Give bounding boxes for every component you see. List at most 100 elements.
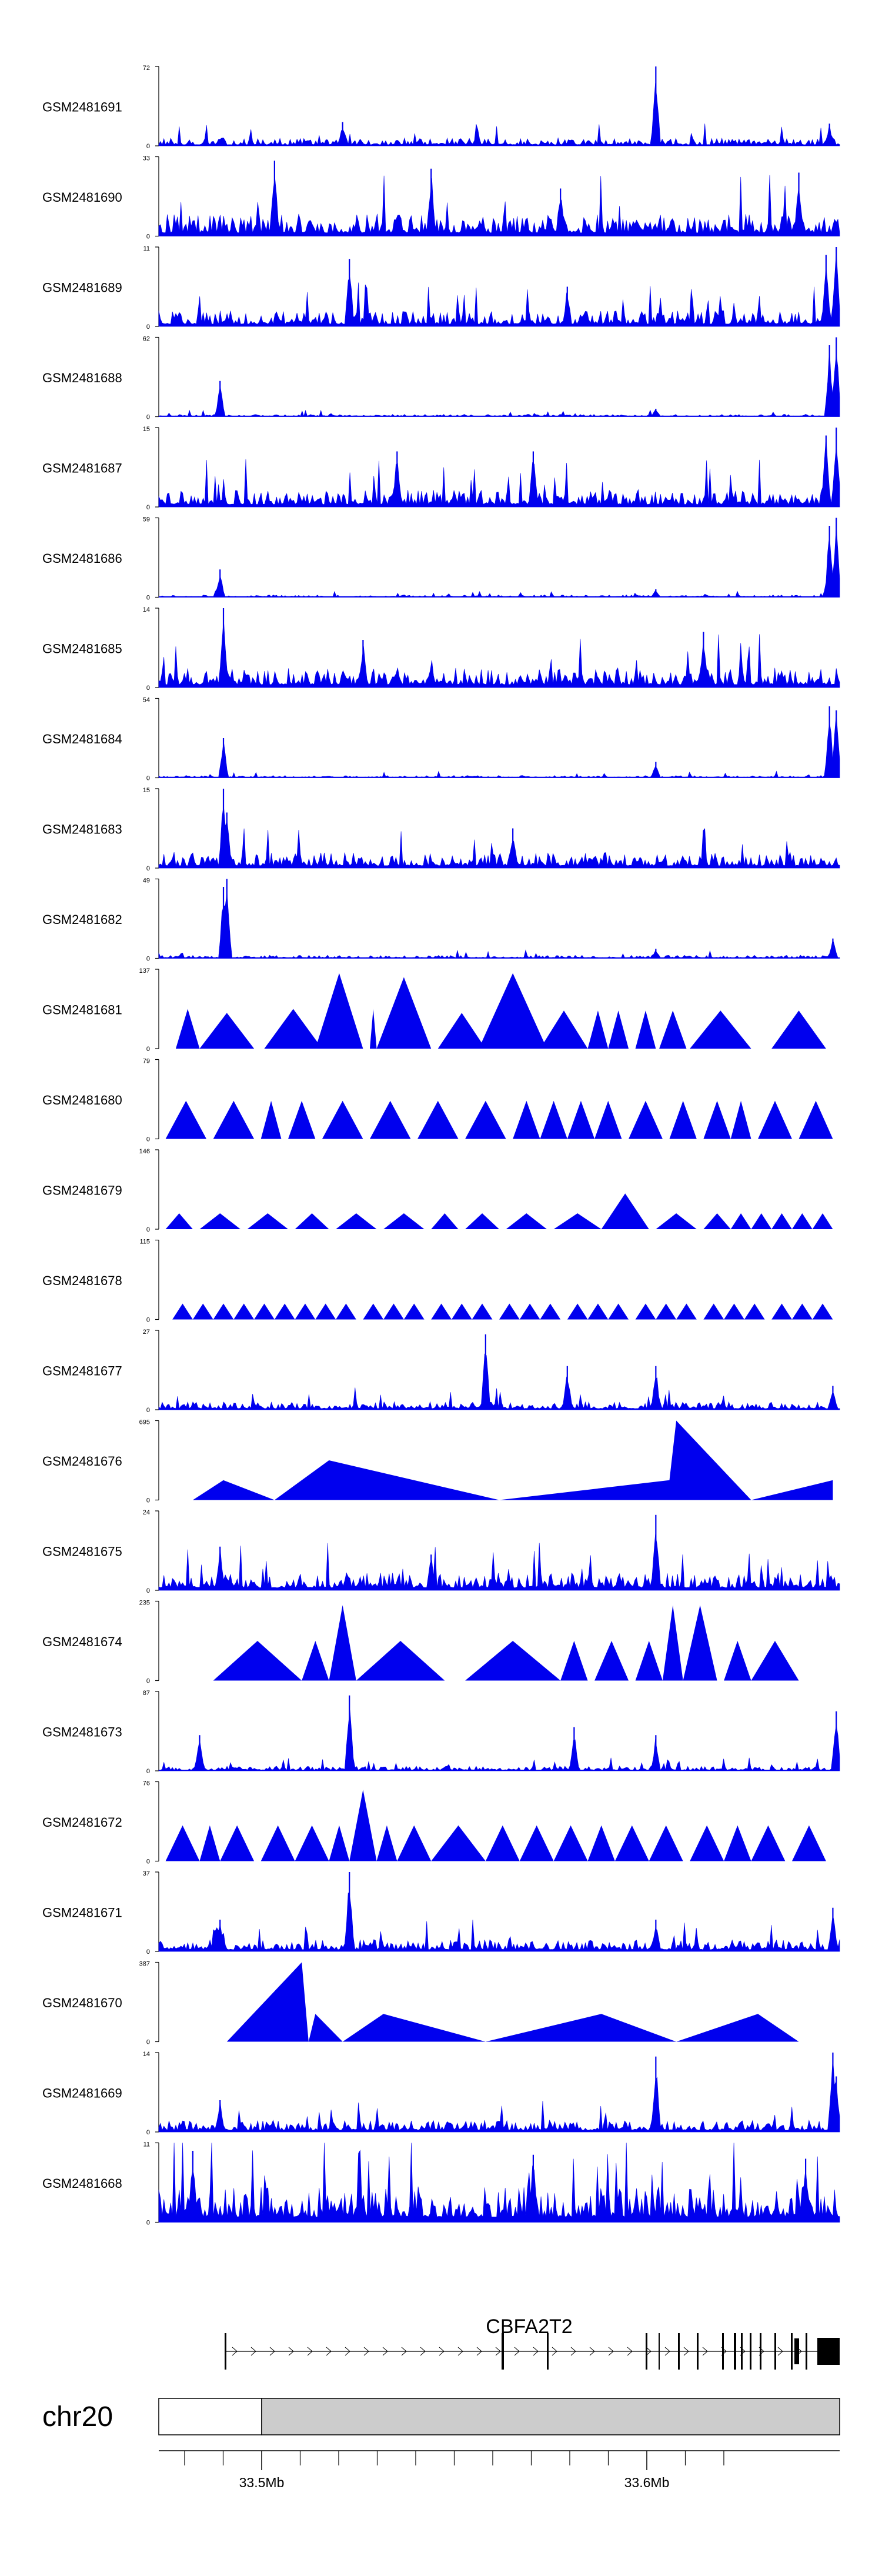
signal-triangle xyxy=(594,1641,629,1681)
strand-arrow xyxy=(777,2347,783,2356)
y-axis-max-label: 11 xyxy=(143,2141,150,2148)
signal-triangle xyxy=(376,977,432,1049)
signal-triangle xyxy=(417,1100,459,1139)
signal-triangle xyxy=(540,1100,567,1139)
signal-triangle xyxy=(791,1825,826,1861)
exon xyxy=(741,2333,743,2370)
y-axis-max-label: 14 xyxy=(143,2051,150,2058)
signal-triangle xyxy=(519,1303,540,1320)
signal-triangle xyxy=(635,1641,663,1681)
y-axis-min-label: 0 xyxy=(146,595,150,602)
gene-label: CBFA2T2 xyxy=(486,2315,572,2338)
strand-arrow xyxy=(457,2347,463,2356)
signal-triangle xyxy=(369,1100,411,1139)
signal-triangle xyxy=(363,1303,384,1320)
signal-triangle xyxy=(397,1825,432,1861)
signal-area xyxy=(158,2143,840,2223)
signal-triangle xyxy=(751,1641,799,1681)
track: GSM2481670 387 0 xyxy=(42,1961,799,2046)
signal-triangle xyxy=(594,1100,622,1139)
signal-area xyxy=(158,1892,840,1952)
exon xyxy=(547,2333,549,2370)
y-axis-min-label: 0 xyxy=(146,2220,150,2227)
y-axis-min-label: 0 xyxy=(146,323,150,331)
signal-triangle xyxy=(465,1213,499,1229)
signal-area xyxy=(226,1962,799,2042)
signal-triangle xyxy=(659,1010,687,1049)
y-axis-min-label: 0 xyxy=(146,956,150,963)
strand-arrow xyxy=(269,2347,275,2356)
y-axis-max-label: 137 xyxy=(139,967,150,975)
signal-triangle xyxy=(349,1790,377,1861)
signal-triangle xyxy=(295,1825,329,1861)
signal-triangle xyxy=(465,1100,506,1139)
strand-arrow xyxy=(495,2347,501,2356)
signal-triangle xyxy=(587,1010,609,1049)
signal-triangle xyxy=(608,1303,629,1320)
exon xyxy=(734,2333,736,2370)
signal-area xyxy=(158,83,840,146)
signal-triangle xyxy=(199,1013,255,1049)
signal-triangle xyxy=(791,1213,813,1229)
signal-area xyxy=(158,1353,840,1410)
track: GSM2481672 76 0 xyxy=(42,1780,826,1866)
signal-area xyxy=(158,1710,840,1771)
y-axis-min-label: 0 xyxy=(146,1226,150,1233)
signal-triangle xyxy=(567,1100,595,1139)
signal-triangle xyxy=(322,1100,363,1139)
strand-arrow xyxy=(552,2347,557,2356)
exon xyxy=(646,2333,647,2370)
axis-tick-label: 33.5Mb xyxy=(239,2475,285,2490)
exon xyxy=(774,2333,776,2370)
y-axis-max-label: 146 xyxy=(139,1148,150,1155)
y-axis-max-label: 76 xyxy=(143,1780,150,1787)
signal-triangle xyxy=(724,1825,751,1861)
signal-triangle xyxy=(295,1303,316,1320)
signal-triangle xyxy=(771,1010,826,1049)
signal-triangle xyxy=(356,1641,445,1681)
signal-area xyxy=(158,2057,840,2133)
signal-triangle xyxy=(403,1303,425,1320)
exon xyxy=(502,2333,504,2370)
signal-triangle xyxy=(295,1213,329,1229)
signal-area xyxy=(158,713,840,778)
y-axis-max-label: 11 xyxy=(143,245,150,252)
exon xyxy=(794,2338,799,2364)
y-axis-min-label: 0 xyxy=(146,414,150,421)
signal-triangle xyxy=(260,1825,295,1861)
signal-triangle xyxy=(315,973,363,1049)
signal-triangle xyxy=(587,1303,609,1320)
signal-triangle xyxy=(676,1303,697,1320)
gene-model-icon xyxy=(225,2333,840,2370)
exon xyxy=(225,2333,226,2370)
y-axis-max-label: 115 xyxy=(139,1239,150,1246)
y-axis-max-label: 24 xyxy=(143,1509,150,1516)
chromosome-ideogram: chr20 xyxy=(42,2398,840,2435)
track-label: GSM2481686 xyxy=(42,551,122,566)
signal-area xyxy=(158,892,840,959)
signal-triangle xyxy=(172,1303,193,1320)
track-label: GSM2481679 xyxy=(42,1183,122,1198)
exon xyxy=(791,2333,793,2370)
signal-triangle xyxy=(213,1641,302,1681)
signal-triangle xyxy=(274,1303,295,1320)
track: GSM2481680 79 0 xyxy=(42,1058,833,1143)
signal-triangle xyxy=(656,1213,697,1229)
signal-triangle xyxy=(730,1213,751,1229)
y-axis-max-label: 87 xyxy=(143,1690,150,1697)
y-axis-min-label: 0 xyxy=(146,1678,150,1685)
signal-triangle xyxy=(724,1641,751,1681)
signal-triangle xyxy=(669,1100,697,1139)
strand-arrow xyxy=(533,2347,539,2356)
signal-triangle xyxy=(199,1825,220,1861)
y-axis-min-label: 0 xyxy=(146,1136,150,1143)
track: GSM2481684 54 0 xyxy=(42,697,840,782)
signal-triangle xyxy=(540,1010,588,1049)
signal-triangle xyxy=(629,1100,663,1139)
y-axis-max-label: 62 xyxy=(143,336,150,343)
track-label: GSM2481674 xyxy=(42,1634,122,1649)
signal-triangle xyxy=(506,1213,547,1229)
signal-triangle xyxy=(315,1303,336,1320)
exon xyxy=(760,2333,761,2370)
strand-arrow xyxy=(232,2347,238,2356)
